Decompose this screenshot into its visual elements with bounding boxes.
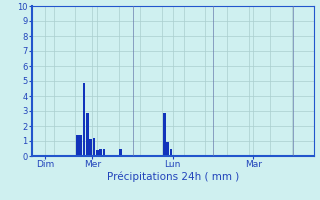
Bar	[100, 148, 102, 156]
Bar	[166, 142, 169, 156]
Bar	[119, 148, 122, 156]
Bar	[103, 148, 105, 156]
Bar	[76, 135, 79, 156]
Bar	[170, 148, 172, 156]
Bar	[86, 113, 89, 156]
Bar	[83, 83, 85, 156]
Bar	[96, 150, 99, 156]
Bar	[163, 112, 166, 156]
Bar	[89, 139, 92, 156]
X-axis label: Précipitations 24h ( mm ): Précipitations 24h ( mm )	[107, 172, 239, 182]
Bar	[79, 135, 82, 156]
Bar	[93, 138, 95, 156]
